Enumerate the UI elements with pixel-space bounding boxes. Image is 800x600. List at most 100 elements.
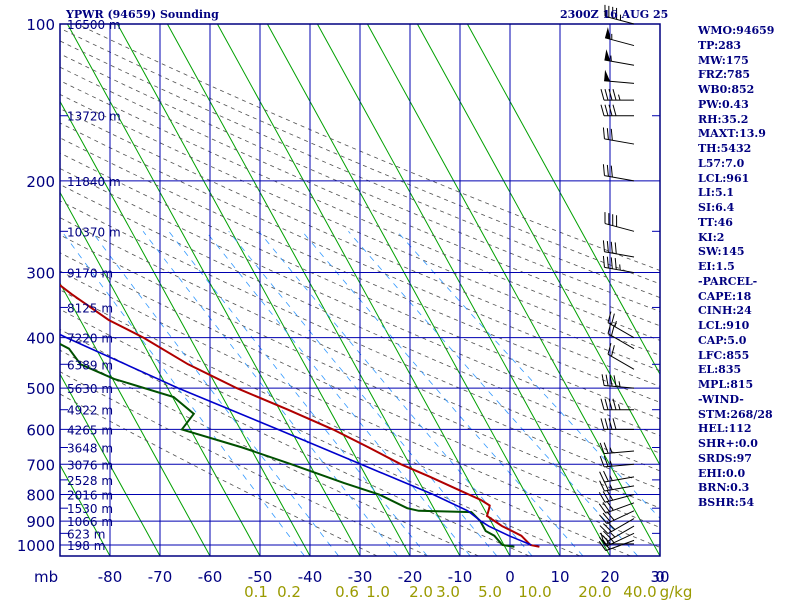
mixing-ratio-label: 20.0 — [578, 583, 611, 600]
sounding-index-item: KI:2 — [698, 230, 725, 244]
wind-barb-feather — [602, 255, 605, 268]
wind-barb-half-feather — [609, 484, 613, 490]
wind-barb-feather — [601, 374, 605, 386]
profile-lines — [60, 283, 540, 548]
wind-barb-staff — [604, 476, 635, 483]
sounding-index-item: LI:5.1 — [698, 186, 735, 200]
wind-barb-feather — [604, 104, 609, 116]
wind-barb-feather — [609, 374, 613, 387]
sounding-index-item: LFC:855 — [698, 348, 750, 362]
wind-barb-staff — [604, 485, 635, 492]
sounding-index-item: EI:1.5 — [698, 260, 735, 273]
sounding-index-item: WB0:852 — [698, 83, 755, 96]
wind-barb — [599, 470, 635, 483]
wind-barb — [600, 418, 634, 430]
sounding-index-item: STM:268/28 — [698, 407, 773, 421]
sounding-indices-list: WMO:94659 TP:283 MW:175 FRZ:785 WB0:852 PW:0.… — [698, 24, 774, 511]
wind-barb-staff — [607, 322, 635, 339]
wind-barb-feather — [599, 456, 605, 468]
wind-barb — [607, 343, 635, 370]
wind-barb-staff — [607, 333, 635, 350]
wind-barb-half-feather — [619, 264, 621, 271]
wind-barb-staff — [605, 539, 635, 552]
wind-barb-feather — [599, 514, 608, 524]
wind-barb-staff — [605, 502, 635, 514]
height-label: 8125 m — [67, 301, 113, 315]
grid-layer — [60, 24, 660, 556]
mixing-ratio-label: 1.0 — [366, 583, 390, 600]
wind-barb-feather — [608, 398, 613, 410]
mixing-ratio-line — [91, 231, 339, 556]
height-label: 7220 m — [67, 332, 113, 346]
pressure-label: 200 — [26, 173, 55, 191]
wind-barb — [601, 374, 635, 389]
wind-barb — [600, 104, 634, 117]
wind-barb-staff — [604, 385, 635, 389]
height-label: 6389 m — [67, 358, 113, 372]
wind-barb-staff — [604, 59, 635, 66]
dry-adiabat-line — [60, 349, 479, 556]
temperature-tick-label: 20 — [600, 568, 619, 586]
wind-barb-feather — [608, 418, 613, 430]
wind-barb — [598, 490, 635, 503]
sounding-index-item: TT:46 — [698, 215, 733, 229]
wind-barb-staff — [607, 525, 635, 542]
mixing-ratio-line — [258, 231, 533, 556]
height-label: 11840 m — [67, 175, 121, 189]
mixing-ratio-line — [348, 231, 638, 556]
wind-barb — [602, 127, 635, 145]
wind-barb-staff — [604, 138, 635, 145]
isotherm-line — [60, 464, 111, 556]
wind-barb-staff — [604, 15, 635, 25]
pressure-label: 500 — [26, 380, 55, 398]
pressure-label: 800 — [26, 486, 55, 504]
wind-barb-feather — [607, 311, 612, 323]
sounding-index-item: EL:835 — [698, 363, 742, 377]
wind-barb-feather — [607, 343, 612, 355]
height-label: 5630 m — [67, 382, 113, 396]
wind-barb — [604, 27, 635, 47]
wind-barb-feather — [612, 418, 617, 430]
wind-barb — [600, 88, 634, 101]
isotherm-line — [366, 24, 660, 556]
wind-barb-feather — [599, 525, 609, 534]
wind-barb-half-feather — [618, 404, 621, 410]
isotherm-line — [216, 24, 511, 556]
wind-barb-half-feather — [609, 447, 613, 454]
pressure-label: 600 — [26, 421, 55, 439]
temperature-tick-label: 0 — [505, 568, 515, 586]
temperature-tick-label: -10 — [448, 568, 473, 586]
wind-barb-feather — [610, 128, 613, 141]
isotherm-line — [60, 554, 61, 556]
chart-title: YPWR (94659) Sounding — [66, 8, 219, 21]
temperature-tick-label: 30 — [650, 568, 669, 586]
dry-adiabat-line — [60, 200, 660, 472]
isotherm-line — [60, 100, 311, 556]
wind-barb-half-feather — [609, 460, 613, 467]
isotherm-line — [316, 24, 611, 556]
wind-barb-staff — [604, 266, 635, 274]
wind-barb-feather — [606, 128, 609, 140]
dry-adiabat-line — [60, 27, 660, 285]
wind-barb-feather — [612, 398, 617, 410]
wind-barb — [604, 212, 635, 232]
dry-adiabat-line — [60, 122, 660, 387]
height-label: 198 m — [67, 539, 105, 553]
pressure-label: 300 — [26, 265, 55, 283]
temperature-tick-label: -30 — [348, 568, 373, 586]
dry-adiabat-line — [60, 270, 660, 548]
wind-barb-feather — [606, 241, 609, 253]
wind-barb-feather — [599, 442, 605, 454]
isotherm-line — [66, 24, 361, 556]
wind-barb-half-feather — [618, 94, 621, 101]
wind-barb-feather — [610, 345, 615, 357]
dry-adiabat-line — [60, 108, 660, 372]
height-label: 4265 m — [67, 423, 113, 437]
wind-barb-feather — [598, 541, 607, 551]
wind-barb-feather — [600, 88, 605, 101]
height-label: 4922 m — [67, 404, 113, 418]
wind-barb-staff — [604, 493, 635, 503]
wind-barb-feather — [599, 480, 605, 492]
wind-barb-pennant — [604, 69, 611, 82]
